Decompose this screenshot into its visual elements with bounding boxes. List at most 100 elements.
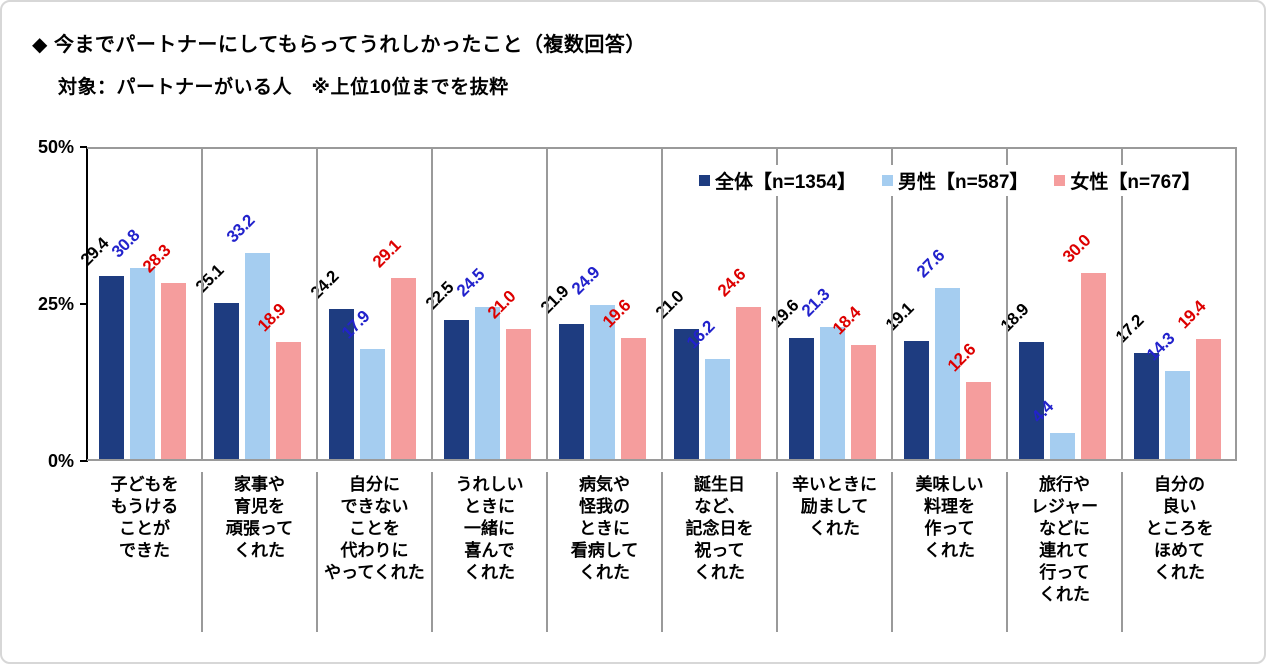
category-separator bbox=[316, 472, 318, 632]
legend: 全体【n=1354】 男性【n=587】 女性【n=767】 bbox=[695, 165, 1205, 196]
category-label: 自分に できない ことを 代わりに やってくれた bbox=[317, 474, 432, 584]
category-label-line: できた bbox=[119, 541, 170, 560]
plot-area: 29.4 30.8 28.3 25.1 33.2 18.9 24.2 17.9 29.1 22.5… bbox=[77, 147, 1237, 461]
bar-group: 18.9 4.4 30.0 bbox=[997, 147, 1122, 461]
chart-subtitle: 対象：パートナーがいる人 ※上位10位までを抜粋 bbox=[58, 77, 509, 98]
category-label-line: など、 bbox=[694, 497, 745, 516]
y-tick-label-50: 50% bbox=[37, 137, 74, 157]
group-separator bbox=[201, 147, 203, 461]
value-label: 19.4 bbox=[1173, 297, 1210, 333]
category-label-line: 怪我の bbox=[579, 497, 630, 516]
category-label-line: 祝って bbox=[694, 541, 745, 560]
category-label-line: 励まして bbox=[800, 497, 869, 516]
bar-series-0-group-9 bbox=[1134, 353, 1159, 461]
value-label: 30.0 bbox=[1058, 230, 1095, 266]
bar-series-1-group-2 bbox=[360, 348, 385, 461]
category-label-line: 自分に bbox=[349, 475, 400, 494]
legend-label: 女性【n=767】 bbox=[1070, 172, 1201, 193]
bar-series-1-group-8 bbox=[1050, 433, 1075, 461]
bar-series-2-group-0 bbox=[161, 283, 186, 461]
bar-series-2-group-1 bbox=[276, 342, 301, 461]
bar-group: 25.1 33.2 18.9 bbox=[192, 147, 317, 461]
category-label-line: 作って bbox=[924, 519, 975, 538]
group-separator bbox=[1121, 147, 1123, 461]
category-label-line: レジャー bbox=[1030, 497, 1099, 516]
legend-label: 男性【n=587】 bbox=[897, 172, 1029, 193]
value-label: 29.1 bbox=[368, 236, 405, 272]
category-label-line: くれた bbox=[234, 541, 285, 560]
category-separator bbox=[776, 472, 778, 632]
category-label: 美味しい料理を作ってくれた bbox=[892, 474, 1007, 562]
bar-series-0-group-4 bbox=[559, 323, 584, 461]
legend-item-series-1: 男性【n=587】 bbox=[877, 165, 1033, 196]
category-label-line: 旅行や bbox=[1039, 475, 1090, 494]
category-label-line: できない bbox=[340, 497, 409, 516]
value-label: 21.3 bbox=[797, 285, 834, 321]
category-label-line: 記念日を bbox=[685, 519, 754, 538]
group-separator bbox=[316, 147, 318, 461]
legend-item-series-0: 全体【n=1354】 bbox=[695, 165, 860, 196]
category-label: 病気や 怪我の ときに 看病して くれた bbox=[547, 474, 662, 584]
y-tick-mark-0 bbox=[80, 460, 87, 462]
group-separator bbox=[661, 147, 663, 461]
bar-group: 21.9 24.9 19.6 bbox=[537, 147, 662, 461]
category-label: 誕生日 など、 記念日を 祝って くれた bbox=[662, 474, 777, 584]
bar-series-0-group-3 bbox=[444, 319, 469, 461]
category-label-line: くれた bbox=[809, 519, 860, 538]
category-label-line: 一緒に bbox=[464, 519, 515, 538]
category-label-line: 看病して bbox=[570, 541, 639, 560]
x-axis-line bbox=[87, 459, 1237, 461]
category-label-line: 料理を bbox=[924, 497, 975, 516]
bar-series-1-group-6 bbox=[820, 327, 845, 461]
bar-series-2-group-8 bbox=[1081, 272, 1106, 461]
legend-swatch-icon bbox=[699, 175, 710, 186]
category-label-line: 美味しい bbox=[915, 475, 984, 494]
bar-group: 21.0 16.2 24.6 bbox=[652, 147, 777, 461]
legend-swatch-icon bbox=[1054, 175, 1066, 186]
category-label-line: くれた bbox=[464, 563, 515, 582]
value-label: 24.5 bbox=[452, 264, 489, 301]
bar-series-2-group-3 bbox=[506, 329, 531, 461]
bar-group: 24.2 17.9 29.1 bbox=[307, 147, 432, 461]
bar-group: 19.6 21.3 18.4 bbox=[767, 147, 892, 461]
bar-series-2-group-5 bbox=[736, 306, 761, 461]
category-label-line: ときに bbox=[464, 497, 515, 516]
bar-series-1-group-3 bbox=[475, 307, 500, 461]
bar-series-1-group-7 bbox=[935, 287, 960, 461]
bar-group: 29.4 30.8 28.3 bbox=[77, 147, 202, 461]
bar-series-0-group-6 bbox=[789, 337, 814, 461]
category-label-line: 誕生日 bbox=[694, 475, 745, 494]
legend-item-series-2: 女性【n=767】 bbox=[1050, 165, 1205, 196]
bar-series-2-group-7 bbox=[966, 381, 991, 461]
category-label: 旅行や レジャー などに 連れて 行って くれた bbox=[1007, 474, 1122, 606]
category-label-line: 病気や bbox=[579, 475, 630, 494]
category-separator bbox=[431, 472, 433, 632]
category-label: 家事や 育児を 頑張って くれた bbox=[202, 474, 317, 562]
bar-series-1-group-1 bbox=[245, 252, 270, 461]
category-label-line: ときに bbox=[579, 519, 630, 538]
category-separator bbox=[891, 472, 893, 632]
bar-series-1-group-4 bbox=[590, 304, 615, 461]
group-separator bbox=[1006, 147, 1008, 461]
y-tick-mark-25 bbox=[80, 303, 87, 305]
value-label: 30.8 bbox=[107, 225, 144, 261]
bar-series-2-group-2 bbox=[391, 278, 416, 461]
bar-series-2-group-6 bbox=[851, 345, 876, 461]
value-label: 24.6 bbox=[713, 264, 750, 300]
category-label-line: ところを bbox=[1145, 519, 1214, 538]
bar-series-0-group-7 bbox=[904, 341, 929, 461]
category-label-line: 自分の bbox=[1154, 475, 1205, 494]
category-label-line: くれた bbox=[924, 541, 975, 560]
category-label: 辛いときに 励まして くれた bbox=[777, 474, 892, 540]
category-label-line: 子どもを bbox=[110, 475, 179, 494]
category-separator bbox=[1006, 472, 1008, 632]
y-tick-label-0: 0% bbox=[47, 451, 74, 471]
category-label-line: 育児を bbox=[234, 497, 285, 516]
chart-title: ◆ 今までパートナーにしてもらってうれしかったこと（複数回答） bbox=[32, 34, 646, 56]
bar-series-0-group-1 bbox=[214, 303, 239, 461]
legend-label: 全体【n=1354】 bbox=[715, 172, 856, 193]
bar-group: 22.5 24.5 21.0 bbox=[422, 147, 547, 461]
category-label-line: ほめて bbox=[1154, 541, 1205, 560]
category-separator bbox=[546, 472, 548, 632]
